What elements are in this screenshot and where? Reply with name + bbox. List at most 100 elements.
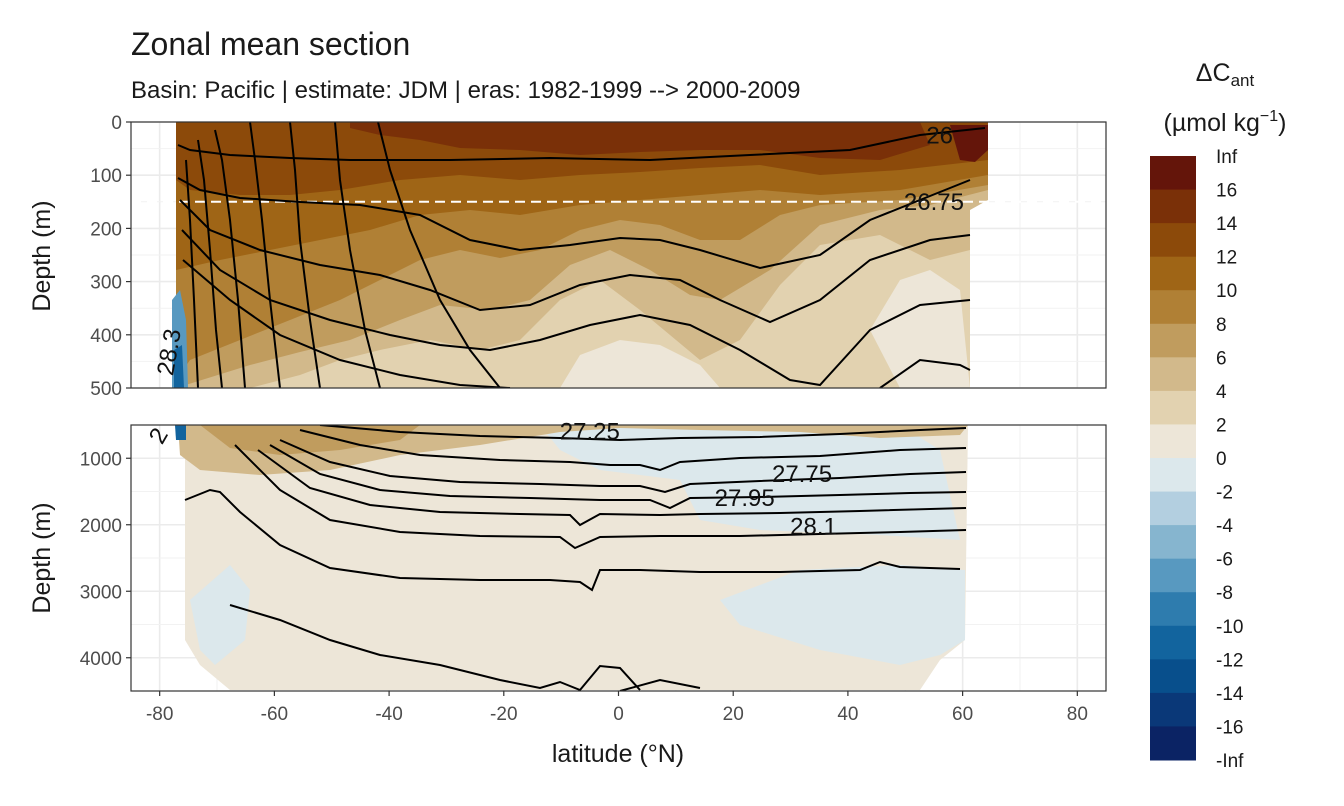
x-tick-label: 40 <box>837 704 858 725</box>
legend-title: ΔCant <box>1196 59 1255 90</box>
x-tick-label: 80 <box>1067 704 1088 725</box>
field-top-light-core-2 <box>870 270 970 388</box>
contour-26-75 <box>177 177 971 270</box>
contour-28-1 <box>234 444 967 550</box>
legend-label: -4 <box>1216 516 1233 537</box>
x-tick-label: 20 <box>723 704 744 725</box>
legend-labels: Inf 16 14 12 10 8 6 4 2 0 -2 -4 -6 -8 -10 -12 -14 -16 -Inf <box>1216 147 1244 772</box>
legend-label: -16 <box>1216 717 1243 738</box>
legend-swatch <box>1150 156 1196 191</box>
field-bottom-south-blue <box>175 425 186 440</box>
contour-top-3 <box>179 199 971 324</box>
legend-label: -10 <box>1216 617 1243 638</box>
contour-top-10 <box>214 129 246 388</box>
legend-swatch <box>1150 726 1196 761</box>
contour-top-11 <box>197 139 223 388</box>
legend-unit: (µmol kg−1) <box>1164 108 1287 137</box>
legend-swatch <box>1150 592 1196 627</box>
legend-swatch <box>1150 424 1196 459</box>
legend-label: -6 <box>1216 550 1233 571</box>
legend-swatch <box>1150 323 1196 358</box>
contour-label: 28.1 <box>790 514 837 541</box>
x-tick-label: -20 <box>490 704 517 725</box>
field-top-south-blue-core <box>174 345 184 388</box>
chart-subtitle: Basin: Pacific | estimate: JDM | eras: 1… <box>131 77 800 104</box>
legend-swatch <box>1150 525 1196 560</box>
y-tick-label: 2000 <box>80 516 122 537</box>
contour-top-5 <box>182 259 511 388</box>
field-bottom-brown-top <box>200 425 420 455</box>
field-bottom-blue-2 <box>720 565 965 665</box>
field-bottom-blue-3 <box>190 565 250 665</box>
legend-label: 0 <box>1216 449 1227 470</box>
field-top-gt16 <box>950 125 988 162</box>
x-tick-label: 0 <box>613 704 624 725</box>
legend-label: 4 <box>1216 382 1227 403</box>
legend-swatch <box>1150 692 1196 727</box>
x-axis-title: latitude (°N) <box>552 740 684 768</box>
contour-27-25 <box>319 425 967 442</box>
contour-bottom-2 <box>299 429 967 472</box>
legend-swatch <box>1150 659 1196 694</box>
legend-swatch <box>1150 558 1196 593</box>
legend-label: 6 <box>1216 348 1227 369</box>
contour-label: 27.25 <box>560 419 620 446</box>
y-tick-label: 100 <box>90 166 122 187</box>
legend-swatch <box>1150 625 1196 660</box>
legend-swatch <box>1150 357 1196 392</box>
x-tick-label: 60 <box>952 704 973 725</box>
y-tick-label: 300 <box>90 273 122 294</box>
y-tick-label: 0 <box>111 113 122 134</box>
legend-label: 10 <box>1216 281 1237 302</box>
contour-label: 27.95 <box>715 485 775 512</box>
legend-label: 14 <box>1216 214 1238 235</box>
legend-label: 12 <box>1216 248 1237 269</box>
x-axis: -80 -60 -40 -20 0 20 40 60 80 <box>146 691 1088 725</box>
contour-top-12 <box>185 159 199 388</box>
y-axis-title-bottom: Depth (m) <box>28 502 56 613</box>
y-axis-title-top: Depth (m) <box>28 200 56 311</box>
y-tick-label: 500 <box>90 379 122 400</box>
contour-27-95 <box>257 449 967 527</box>
contour-top-13 <box>377 122 501 388</box>
field-top-14-16 <box>350 122 930 160</box>
contour-top-6 <box>879 358 971 388</box>
panel-bottom <box>130 424 1107 692</box>
legend-swatch <box>1150 223 1196 258</box>
legend-label: -14 <box>1216 684 1244 705</box>
contour-top-8 <box>289 122 321 388</box>
chart-title: Zonal mean section <box>131 26 410 62</box>
legend-label: -Inf <box>1216 751 1244 772</box>
contour-26 <box>177 127 986 162</box>
x-tick-label: -40 <box>375 704 402 725</box>
legend-swatch <box>1150 458 1196 493</box>
legend-swatch <box>1150 390 1196 425</box>
isopycnals-bottom <box>184 425 967 691</box>
isopycnals-top <box>177 122 986 388</box>
contour-bottom-8 <box>229 604 641 691</box>
legend-label: -12 <box>1216 650 1243 671</box>
y-axis-bottom: 1000 2000 3000 4000 <box>80 449 131 670</box>
contour-top-7 <box>249 122 281 388</box>
y-tick-label: 3000 <box>80 582 122 603</box>
legend-colorbar <box>1150 156 1196 761</box>
contour-label: 26.75 <box>904 189 964 216</box>
legend-label: 8 <box>1216 315 1227 336</box>
contour-top-9 <box>334 122 381 388</box>
contour-bottom-9 <box>619 678 701 691</box>
y-tick-label: 1000 <box>80 449 122 470</box>
y-tick-label: 400 <box>90 326 122 347</box>
legend-label: 16 <box>1216 181 1237 202</box>
y-axis-top: 0 100 200 300 400 500 <box>90 113 131 400</box>
contour-bottom-7 <box>184 488 961 592</box>
legend-swatch <box>1150 491 1196 526</box>
contour-27-75 <box>279 439 967 494</box>
legend-label: 2 <box>1216 415 1227 436</box>
panel-top <box>130 121 1107 389</box>
x-tick-label: -60 <box>261 704 288 725</box>
legend-label: -2 <box>1216 483 1233 504</box>
x-tick-label: -80 <box>146 704 173 725</box>
y-tick-label: 200 <box>90 219 122 240</box>
legend-label: Inf <box>1216 147 1238 168</box>
